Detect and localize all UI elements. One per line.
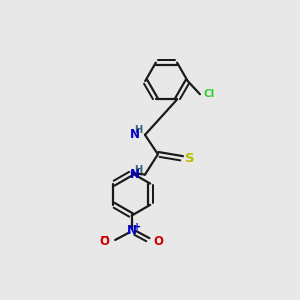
Text: O: O: [154, 235, 164, 248]
Text: O: O: [100, 235, 110, 248]
Text: N: N: [130, 128, 140, 141]
Text: H: H: [134, 164, 142, 175]
Text: H: H: [134, 125, 142, 135]
Text: −: −: [100, 232, 109, 242]
Text: S: S: [185, 152, 195, 165]
Text: +: +: [133, 222, 141, 232]
Text: Cl: Cl: [203, 89, 215, 99]
Text: N: N: [130, 168, 140, 181]
Text: N: N: [127, 224, 137, 236]
